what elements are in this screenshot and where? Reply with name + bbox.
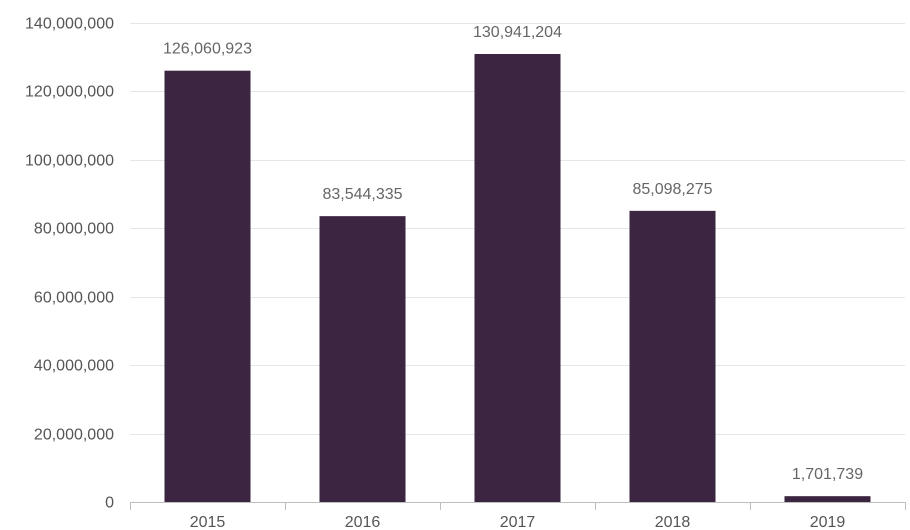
x-category-label: 2015 [190,514,226,530]
x-category-label: 2017 [500,514,536,530]
y-tick-label: 40,000,000 [34,358,114,375]
y-tick-label: 120,000,000 [25,84,114,101]
bar-2016 [319,216,406,502]
x-category-label: 2016 [345,514,381,530]
data-label: 85,098,275 [632,181,712,198]
x-category-label: 2018 [655,514,691,530]
bar-2018 [629,210,716,502]
y-tick-label: 0 [105,495,114,512]
data-label: 1,701,739 [792,466,863,483]
x-category-label: 2019 [810,514,846,530]
data-label: 126,060,923 [163,41,252,58]
data-label: 130,941,204 [473,24,562,41]
data-label: 83,544,335 [322,186,402,203]
bar-2015 [164,70,251,502]
data-labels: 126,060,923 83,544,335 130,941,204 85,098,2… [163,24,863,483]
y-tick-label: 100,000,000 [25,153,114,170]
y-tick-label: 20,000,000 [34,427,114,444]
y-tick-label: 140,000,000 [25,16,114,33]
bars [164,53,871,503]
y-axis-ticks: 0 20,000,000 40,000,000 60,000,000 80,000,00… [25,16,114,512]
bar-2017 [474,53,561,503]
y-tick-label: 60,000,000 [34,290,114,307]
y-tick-label: 80,000,000 [34,221,114,238]
x-axis: 2015 2016 2017 2018 2019 [130,502,906,530]
bar-2019 [784,496,871,502]
